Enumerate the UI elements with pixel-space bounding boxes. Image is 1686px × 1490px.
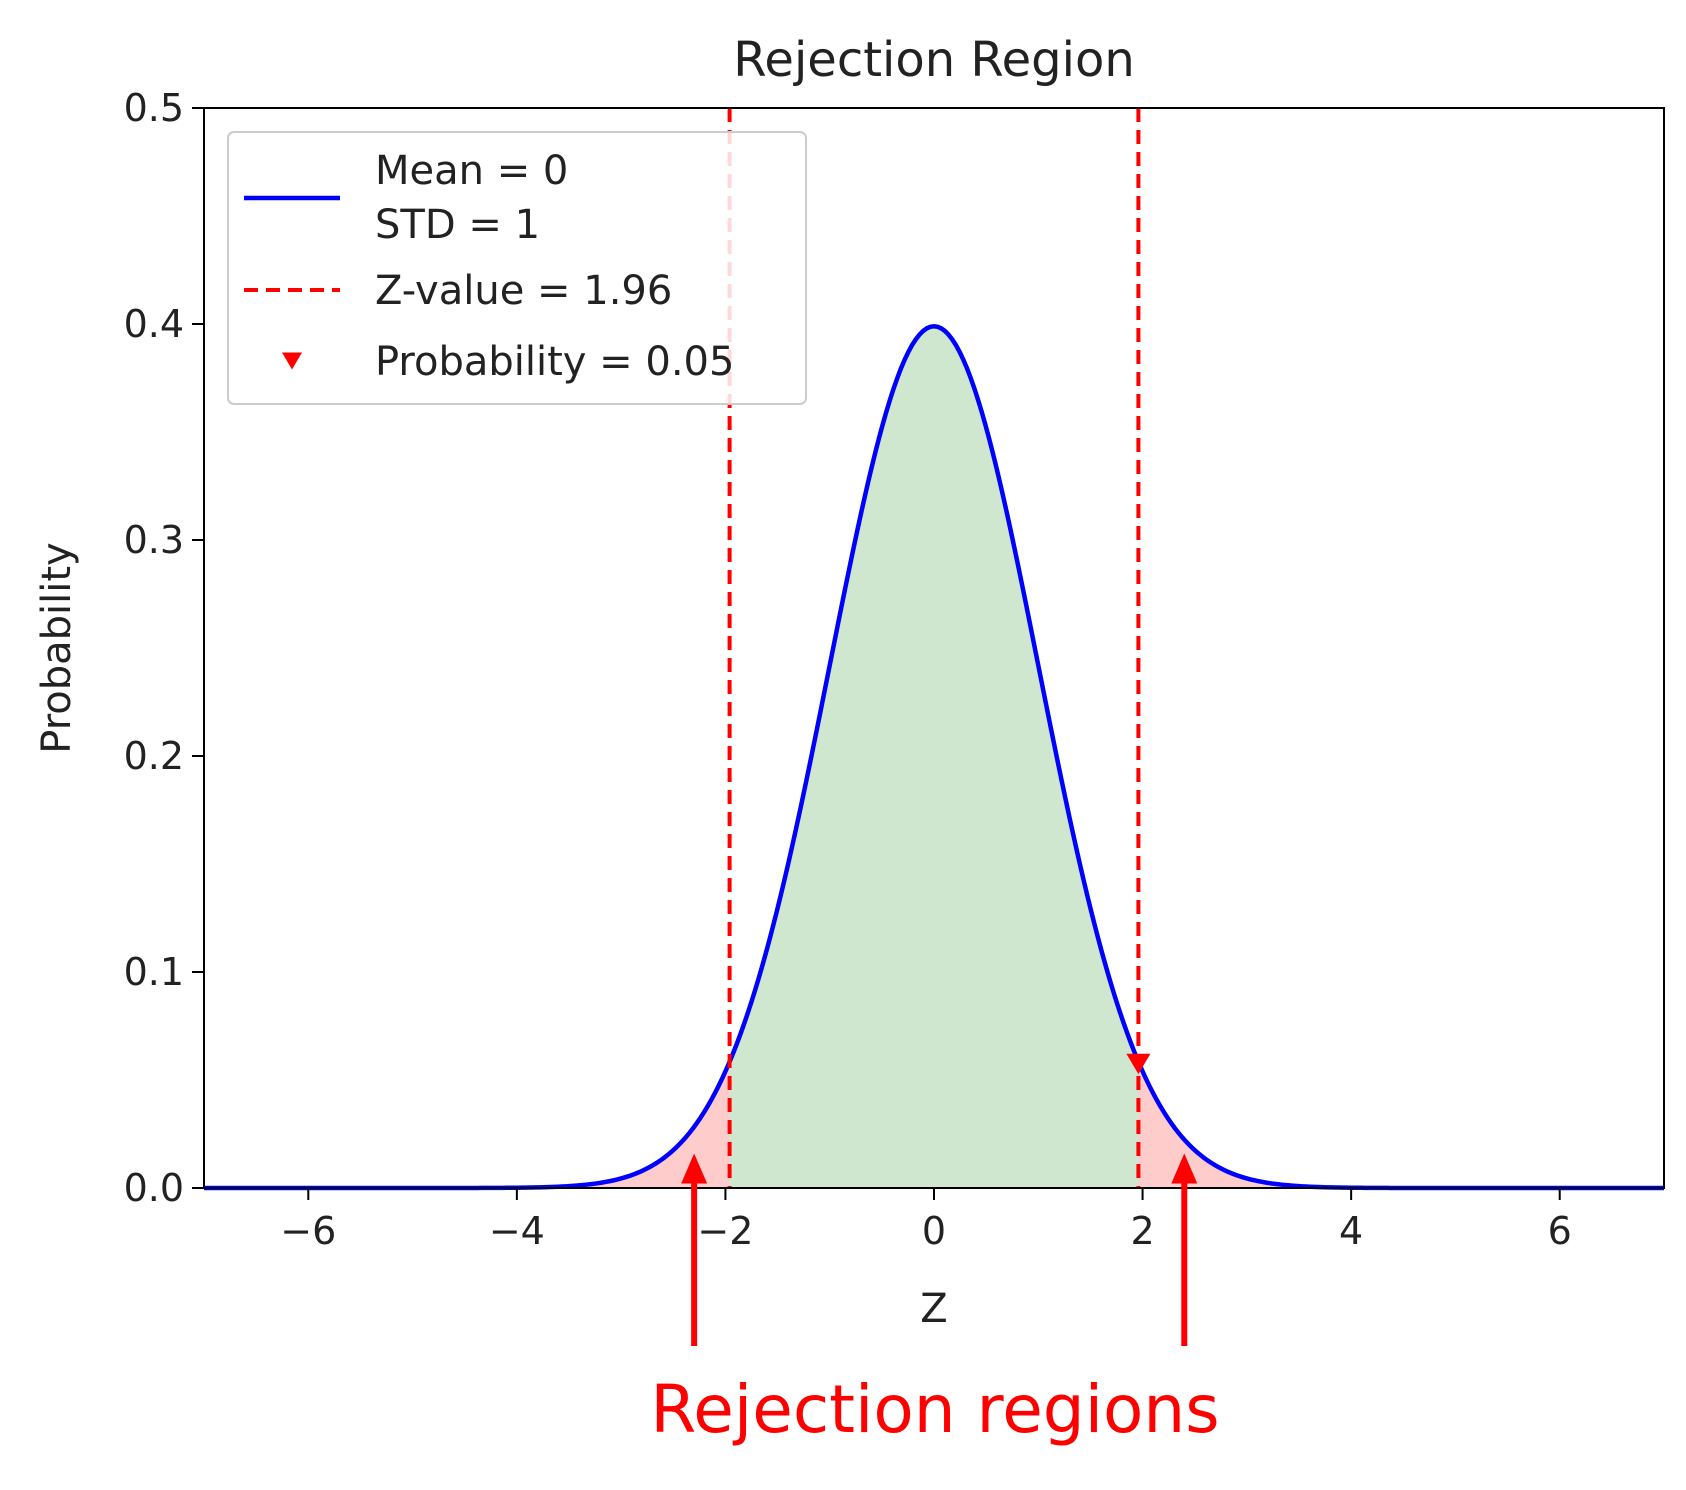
legend: Mean = 0 STD = 1 Z-value = 1.96 Probabil… <box>227 131 807 405</box>
legend-box <box>227 131 807 405</box>
x-tick-label: −2 <box>697 1209 753 1253</box>
x-tick-label: 0 <box>922 1209 946 1253</box>
annotation <box>681 1153 1198 1346</box>
x-tick-label: −6 <box>280 1209 336 1253</box>
annotation-arrowhead-right <box>1171 1153 1198 1184</box>
acceptance-region <box>729 326 1139 1188</box>
chart-title: Rejection Region <box>733 32 1135 88</box>
y-axis-label: Probability <box>34 542 80 753</box>
legend-label-probability: Probability = 0.05 <box>375 339 734 385</box>
y-ticks: 0.0 0.1 0.2 0.3 0.4 0.5 <box>124 86 204 1210</box>
y-tick-label: 0.1 <box>124 950 184 994</box>
fill-regions <box>204 326 1664 1188</box>
annotation-arrowhead-left <box>681 1153 708 1184</box>
legend-label-mean: Mean = 0 <box>375 148 568 194</box>
y-tick-label: 0.4 <box>124 302 184 346</box>
x-tick-label: −4 <box>489 1209 545 1253</box>
probability-markers <box>1126 1053 1151 1075</box>
x-ticks: −6 −4 −2 0 2 4 6 <box>280 1188 1572 1253</box>
x-tick-label: 2 <box>1130 1209 1154 1253</box>
rejection-region-right <box>1138 1061 1664 1188</box>
rejection-region-left <box>204 1061 730 1188</box>
x-tick-label: 6 <box>1548 1209 1572 1253</box>
y-tick-label: 0.2 <box>124 734 184 778</box>
y-tick-label: 0.3 <box>124 518 184 562</box>
legend-label-zvalue: Z-value = 1.96 <box>375 268 672 314</box>
probability-marker <box>1126 1053 1151 1075</box>
x-tick-label: 4 <box>1339 1209 1363 1253</box>
y-tick-label: 0.5 <box>124 86 184 130</box>
legend-swatch-probability <box>282 352 302 370</box>
x-axis-label: Z <box>920 1286 947 1332</box>
rejection-regions-annotation: Rejection regions <box>650 1371 1219 1448</box>
legend-label-std: STD = 1 <box>375 202 540 248</box>
y-tick-label: 0.0 <box>124 1166 184 1210</box>
